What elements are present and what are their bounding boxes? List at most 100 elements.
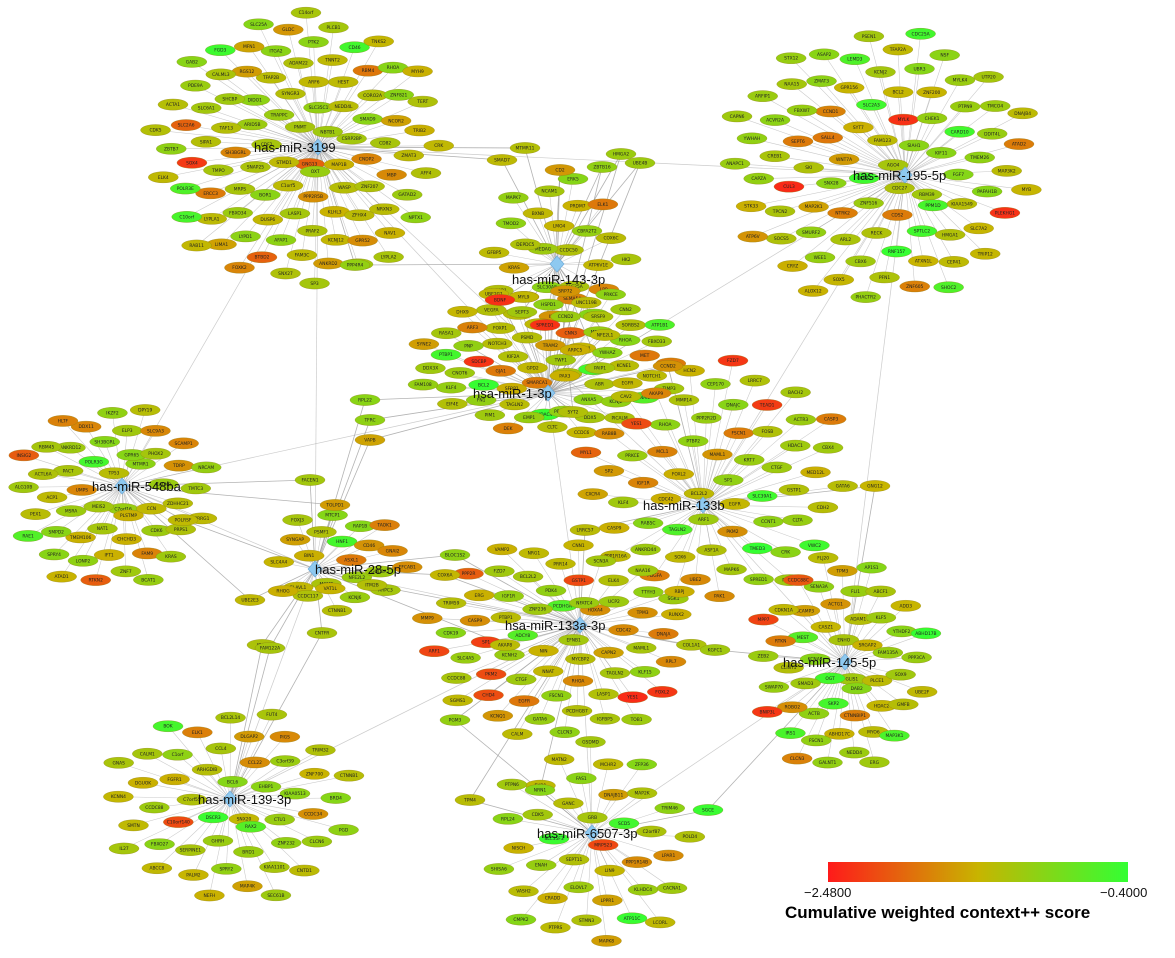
gene-node[interactable]: SPRED1 (743, 573, 774, 586)
gene-node[interactable]: PTK2 (298, 36, 329, 48)
gene-node[interactable]: CAV2 (610, 390, 642, 403)
gene-node[interactable]: TAGLN2 (499, 398, 530, 411)
gene-node[interactable]: SEPT3 (506, 306, 538, 318)
gene-node[interactable]: CNTFR (306, 627, 338, 639)
gene-node[interactable]: TAF13 (211, 122, 242, 134)
gene-node[interactable]: RPL24 (492, 813, 524, 825)
gene-node[interactable]: ZNF236 (522, 603, 553, 615)
gene-node[interactable]: CD46 (339, 41, 370, 54)
gene-node[interactable]: FOXK2 (224, 261, 255, 274)
gene-node[interactable]: RASA1 (431, 327, 462, 339)
gene-node[interactable]: SIPA1 (190, 136, 222, 148)
gene-node[interactable]: SALL4 (812, 131, 843, 144)
gene-node[interactable]: STK33 (735, 200, 767, 212)
gene-node[interactable]: GLDC (273, 23, 304, 36)
gene-node[interactable]: GNG12 (859, 480, 891, 492)
gene-node[interactable]: ADAM22 (283, 57, 314, 69)
gene-node[interactable]: FSCN1 (801, 734, 832, 747)
gene-node[interactable]: SHCBP (214, 93, 245, 105)
gene-node[interactable]: DDX11 (70, 420, 102, 433)
gene-node[interactable]: ASXL1 (336, 554, 367, 566)
gene-node[interactable]: CDK5 (140, 124, 171, 136)
gene-node[interactable]: CASZ1 (810, 621, 841, 633)
gene-node[interactable]: HMGA2 (605, 148, 637, 160)
gene-node[interactable]: ZFHX4 (344, 209, 375, 221)
gene-node[interactable]: MAP4K (232, 880, 263, 892)
gene-node[interactable]: CDC27 (884, 182, 915, 194)
gene-node[interactable]: ZDHHC21 (162, 497, 193, 510)
gene-node[interactable]: CBFA2T2 (571, 225, 603, 237)
gene-node[interactable]: ATP6V (737, 230, 768, 243)
gene-node[interactable]: CD46 (353, 539, 385, 552)
gene-node[interactable]: SCN3A (585, 555, 617, 567)
gene-node[interactable]: TRIM46 (654, 802, 685, 814)
gene-node[interactable]: EFCAB1 (392, 561, 423, 573)
gene-node[interactable]: GPR52 (347, 234, 378, 247)
gene-node[interactable]: PHOX2 (140, 447, 171, 460)
gene-node[interactable]: KRAS (498, 261, 530, 274)
gene-node[interactable]: WNT7A (828, 153, 860, 166)
hub-node[interactable]: has-miR-548ba (92, 477, 182, 495)
gene-node[interactable]: SEPT6 (782, 135, 814, 148)
gene-node[interactable]: TPM4 (454, 794, 486, 806)
gene-node[interactable]: TRAPPC (263, 109, 295, 121)
gene-node[interactable]: TP53 (98, 467, 130, 479)
gene-node[interactable]: MYLK4 (944, 74, 976, 86)
hub-node[interactable]: has-miR-143-3p (512, 255, 605, 287)
gene-node[interactable]: ZMAT3 (393, 149, 424, 162)
gene-node[interactable]: GAB2 (176, 56, 207, 68)
gene-node[interactable]: CDC42 (608, 624, 639, 636)
gene-node[interactable]: SYT7 (843, 121, 874, 134)
gene-node[interactable]: TTYH3 (633, 586, 664, 598)
hub-node[interactable]: hsa-miR-1-3p (473, 384, 556, 402)
gene-node[interactable]: UBE2F (906, 686, 938, 698)
gene-node[interactable]: ADCY8 (507, 629, 538, 642)
gene-node[interactable]: ENHO (828, 634, 859, 646)
gene-node[interactable]: KLF4 (608, 496, 639, 509)
gene-node[interactable]: LYPD1 (230, 230, 261, 243)
gene-node[interactable]: DHX9 (447, 306, 478, 318)
gene-node[interactable]: ACTR3 (785, 413, 817, 426)
gene-node[interactable]: ZNF232 (271, 837, 302, 849)
gene-node[interactable]: TAOK1 (369, 519, 400, 531)
gene-node[interactable]: NEFH (194, 889, 225, 902)
hub-node[interactable]: has-miR-133b (643, 496, 725, 514)
gene-node[interactable]: AP1S1 (856, 561, 887, 574)
gene-node[interactable]: MAP3K2 (991, 165, 1022, 177)
gene-node[interactable]: FAM108 (407, 378, 439, 391)
gene-node[interactable]: CNTD1 (289, 864, 320, 877)
gene-node[interactable]: CCL22 (239, 756, 271, 769)
gene-node[interactable]: KCNH2 (494, 649, 525, 661)
gene-node[interactable]: SGCE (692, 804, 724, 816)
gene-node[interactable]: YES1 (617, 691, 648, 703)
gene-node[interactable]: CNOT6 (444, 367, 475, 379)
gene-node[interactable]: ADD3 (890, 600, 921, 612)
gene-node[interactable]: CARD10 (944, 126, 975, 138)
gene-node[interactable]: LMO4 (543, 220, 575, 232)
gene-node[interactable]: TMEM26 (964, 151, 995, 164)
gene-node[interactable]: CTGF (761, 461, 792, 474)
gene-node[interactable]: PLCE1 (861, 674, 893, 687)
gene-node[interactable]: TPM3 (827, 565, 858, 577)
gene-node[interactable]: LIN9 (594, 864, 625, 877)
gene-node[interactable]: HLTF (47, 415, 79, 427)
gene-node[interactable]: MAP3K1 (879, 729, 910, 742)
gene-node[interactable]: SLC4A4 (263, 556, 294, 568)
gene-node[interactable]: IKZF2 (97, 407, 128, 419)
gene-node[interactable]: STX12 (775, 52, 807, 64)
gene-node[interactable]: NRG1 (518, 547, 550, 559)
gene-node[interactable]: GFBP5 (478, 246, 510, 259)
gene-node[interactable]: RUNX2 (661, 608, 692, 621)
gene-node[interactable]: CNDP2 (351, 153, 382, 165)
gene-node[interactable]: FAM122A (254, 642, 286, 654)
gene-node[interactable]: ROBO2 (777, 701, 808, 713)
gene-node[interactable]: BIN1 (294, 549, 325, 562)
gene-node[interactable]: OGT (814, 672, 846, 685)
gene-node[interactable]: DAB2 (841, 682, 872, 695)
gene-node[interactable]: PAIP1 (584, 362, 616, 374)
gene-node[interactable]: MET (629, 349, 660, 362)
gene-node[interactable]: EGFR (509, 695, 540, 707)
gene-node[interactable]: NFATC4 (569, 597, 600, 609)
gene-node[interactable]: TAGLN2 (662, 523, 693, 536)
gene-node[interactable]: TNKS2 (363, 35, 394, 48)
